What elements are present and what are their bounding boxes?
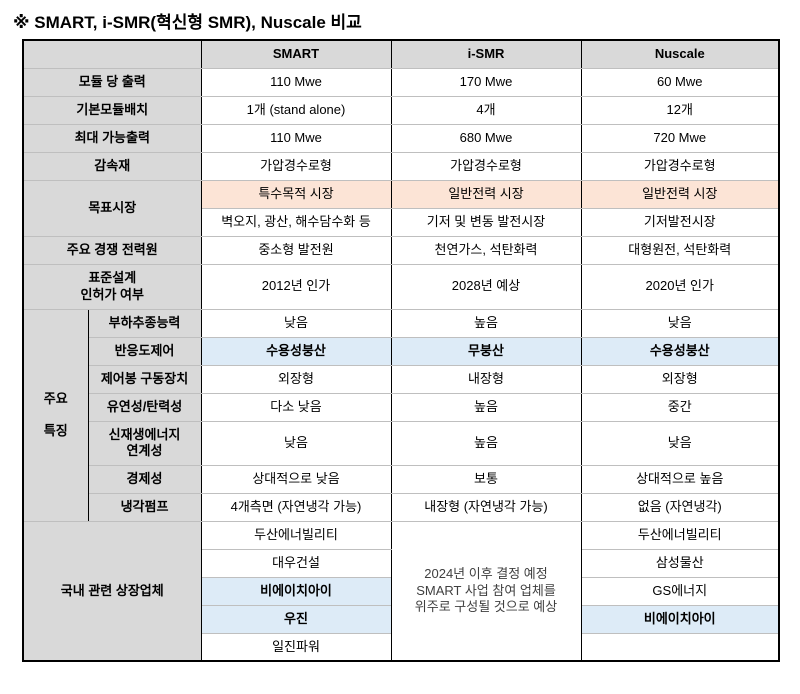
cell-control-rod-nuscale: 외장형 — [580, 364, 780, 394]
cell-economics-smart: 상대적으로 낮음 — [200, 464, 392, 494]
cell-flexibility-ismr: 높음 — [390, 392, 582, 422]
row-moderator: 감속재 가압경수로형 가압경수로형 가압경수로형 — [22, 151, 780, 181]
cell-module-power-smart: 110 Mwe — [200, 67, 392, 97]
header-row: SMART i-SMR Nuscale — [22, 39, 780, 69]
cell-license-nuscale: 2020년 인가 — [580, 263, 780, 310]
cell-reactivity-nuscale: 수용성붕산 — [580, 336, 780, 366]
cell-companies-nuscale-1: 두산에너빌리티 — [580, 520, 780, 550]
label-reactivity: 반응도제어 — [87, 336, 202, 366]
cell-moderator-nuscale: 가압경수로형 — [580, 151, 780, 181]
cell-flexibility-smart: 다소 낮음 — [200, 392, 392, 422]
label-load-follow: 부하추종능력 — [87, 308, 202, 338]
row-module-power: 모듈 당 출력 110 Mwe 170 Mwe 60 Mwe — [22, 67, 780, 97]
row-competitors: 주요 경쟁 전력원 중소형 발전원 천연가스, 석탄화력 대형원전, 석탄화력 — [22, 235, 780, 265]
cell-companies-nuscale-3: GS에너지 — [580, 576, 780, 606]
row-coolant-pump: 냉각펌프 4개측면 (자연냉각 가능) 내장형 (자연냉각 가능) 없음 (자연… — [23, 492, 780, 522]
cell-coolant-pump-ismr: 내장형 (자연냉각 가능) — [390, 492, 582, 522]
header-ismr: i-SMR — [390, 39, 582, 69]
cell-flexibility-nuscale: 중간 — [580, 392, 780, 422]
row-companies-2: 대우건설 삼성물산 — [23, 548, 780, 578]
cell-renewable-nuscale: 낮음 — [580, 420, 780, 466]
row-flexibility: 유연성/탄력성 다소 낮음 높음 중간 — [23, 392, 780, 422]
label-features-group: 주요 특징 — [22, 308, 89, 522]
label-base-module: 기본모듈배치 — [22, 95, 202, 125]
cell-companies-nuscale-5 — [580, 632, 780, 662]
cell-max-power-ismr: 680 Mwe — [390, 123, 582, 153]
label-companies: 국내 관련 상장업체 — [22, 520, 202, 662]
cell-load-follow-ismr: 높음 — [390, 308, 582, 338]
cell-license-smart: 2012년 인가 — [200, 263, 392, 310]
comparison-table: SMART i-SMR Nuscale 모듈 당 출력 110 Mwe 170 … — [22, 39, 780, 662]
cell-companies-smart-3: 비에이치아이 — [200, 576, 392, 606]
header-smart: SMART — [200, 39, 392, 69]
label-license: 표준설계 인허가 여부 — [22, 263, 202, 310]
cell-moderator-smart: 가압경수로형 — [200, 151, 392, 181]
row-target-market-primary: 목표시장 특수목적 시장 일반전력 시장 일반전력 시장 — [22, 179, 780, 237]
page-title: ※ SMART, i-SMR(혁신형 SMR), Nuscale 비교 — [13, 13, 362, 32]
cell-control-rod-ismr: 내장형 — [390, 364, 582, 394]
label-target-market: 목표시장 — [22, 179, 202, 237]
cell-competitors-nuscale: 대형원전, 석탄화력 — [580, 235, 780, 265]
cell-license-ismr: 2028년 예상 — [390, 263, 582, 310]
cell-load-follow-nuscale: 낮음 — [580, 308, 780, 338]
row-base-module: 기본모듈배치 1개 (stand alone) 4개 12개 — [22, 95, 780, 125]
cell-companies-smart-2: 대우건설 — [200, 548, 392, 578]
row-reactivity: 반응도제어 수용성붕산 무붕산 수용성붕산 — [23, 336, 780, 366]
row-economics: 경제성 상대적으로 낮음 보통 상대적으로 높음 — [23, 464, 780, 494]
cell-max-power-smart: 110 Mwe — [200, 123, 392, 153]
cell-companies-ismr-note: 2024년 이후 결정 예정 SMART 사업 참여 업체를 위주로 구성될 것… — [390, 520, 582, 662]
row-companies-4: 우진 비에이치아이 — [23, 604, 780, 634]
cell-control-rod-smart: 외장형 — [200, 364, 392, 394]
label-control-rod: 제어봉 구동장치 — [87, 364, 202, 394]
label-competitors: 주요 경쟁 전력원 — [22, 235, 202, 265]
cell-companies-nuscale-2: 삼성물산 — [580, 548, 780, 578]
row-control-rod: 제어봉 구동장치 외장형 내장형 외장형 — [23, 364, 780, 394]
cell-coolant-pump-nuscale: 없음 (자연냉각) — [580, 492, 780, 522]
cell-reactivity-ismr: 무붕산 — [390, 336, 582, 366]
header-corner-cell — [22, 39, 202, 69]
cell-economics-ismr: 보통 — [390, 464, 582, 494]
cell-base-module-ismr: 4개 — [390, 95, 582, 125]
cell-competitors-smart: 중소형 발전원 — [200, 235, 392, 265]
label-max-power: 최대 가능출력 — [22, 123, 202, 153]
cell-target-market-primary-ismr: 일반전력 시장 — [390, 179, 582, 209]
cell-renewable-smart: 낮음 — [200, 420, 392, 466]
cell-economics-nuscale: 상대적으로 높음 — [580, 464, 780, 494]
cell-base-module-smart: 1개 (stand alone) — [200, 95, 392, 125]
cell-moderator-ismr: 가압경수로형 — [390, 151, 582, 181]
label-economics: 경제성 — [87, 464, 202, 494]
cell-target-market-secondary-nuscale: 기저발전시장 — [580, 207, 780, 237]
header-nuscale: Nuscale — [580, 39, 780, 69]
cell-coolant-pump-smart: 4개측면 (자연냉각 가능) — [200, 492, 392, 522]
cell-competitors-ismr: 천연가스, 석탄화력 — [390, 235, 582, 265]
cell-companies-smart-5: 일진파워 — [200, 632, 392, 662]
cell-load-follow-smart: 낮음 — [200, 308, 392, 338]
label-flexibility: 유연성/탄력성 — [87, 392, 202, 422]
cell-base-module-nuscale: 12개 — [580, 95, 780, 125]
cell-module-power-ismr: 170 Mwe — [390, 67, 582, 97]
cell-reactivity-smart: 수용성붕산 — [200, 336, 392, 366]
cell-target-market-secondary-smart: 벽오지, 광산, 해수담수화 등 — [200, 207, 392, 237]
label-renewable: 신재생에너지 연계성 — [87, 420, 202, 466]
cell-renewable-ismr: 높음 — [390, 420, 582, 466]
cell-target-market-primary-smart: 특수목적 시장 — [200, 179, 392, 209]
row-companies-1: 국내 관련 상장업체 두산에너빌리티 2024년 이후 결정 예정 SMART … — [22, 520, 780, 662]
cell-module-power-nuscale: 60 Mwe — [580, 67, 780, 97]
row-target-market-secondary: 벽오지, 광산, 해수담수화 등 기저 및 변동 발전시장 기저발전시장 — [23, 207, 780, 237]
row-renewable: 신재생에너지 연계성 낮음 높음 낮음 — [23, 420, 780, 466]
cell-max-power-nuscale: 720 Mwe — [580, 123, 780, 153]
cell-companies-smart-1: 두산에너빌리티 — [200, 520, 392, 550]
row-license: 표준설계 인허가 여부 2012년 인가 2028년 예상 2020년 인가 — [22, 263, 780, 310]
label-moderator: 감속재 — [22, 151, 202, 181]
cell-companies-nuscale-4: 비에이치아이 — [580, 604, 780, 634]
label-module-power: 모듈 당 출력 — [22, 67, 202, 97]
row-companies-3: 비에이치아이 GS에너지 — [23, 576, 780, 606]
cell-target-market-secondary-ismr: 기저 및 변동 발전시장 — [390, 207, 582, 237]
cell-target-market-primary-nuscale: 일반전력 시장 — [580, 179, 780, 209]
row-max-power: 최대 가능출력 110 Mwe 680 Mwe 720 Mwe — [22, 123, 780, 153]
label-coolant-pump: 냉각펌프 — [87, 492, 202, 522]
cell-companies-smart-4: 우진 — [200, 604, 392, 634]
row-companies-5: 일진파워 — [23, 632, 780, 662]
row-load-follow: 주요 특징 부하추종능력 낮음 높음 낮음 — [22, 308, 780, 522]
